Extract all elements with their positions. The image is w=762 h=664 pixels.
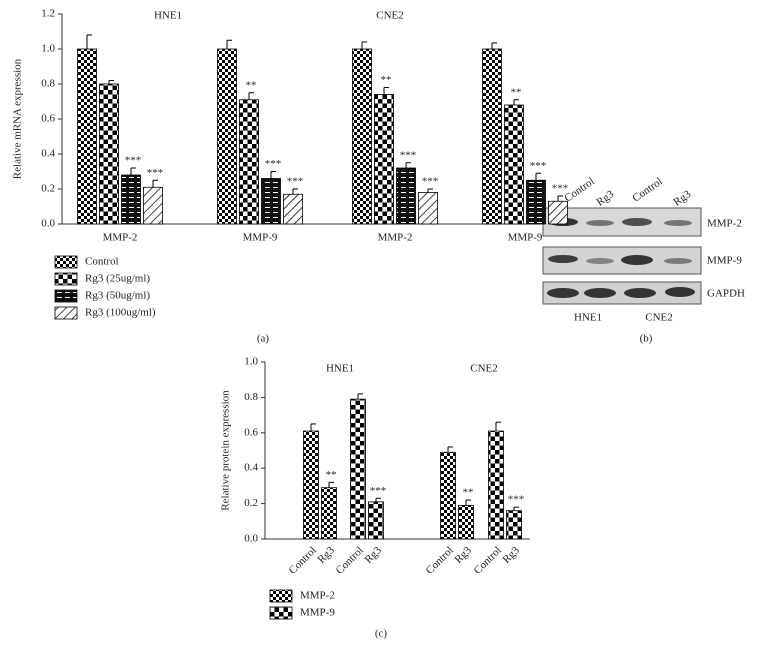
x-tick-label: Rg3 (500, 544, 522, 566)
bar (77, 48, 97, 225)
significance: ** (511, 86, 522, 98)
x-tick-label: Rg3 (452, 544, 474, 566)
bar (458, 504, 474, 540)
y-tick-label: 0.6 (41, 113, 55, 125)
lane-label: Control (630, 175, 664, 204)
lane-label: Rg3 (671, 188, 693, 209)
bar (121, 174, 141, 225)
group-label: CNE2 (470, 363, 498, 375)
y-tick-label: 0.4 (41, 148, 55, 160)
bar (440, 451, 456, 540)
significance: *** (370, 485, 387, 497)
blot-bands (547, 218, 695, 298)
lane-label: Rg3 (594, 188, 616, 209)
y-tick-label: 0.8 (244, 391, 258, 403)
x-tick-label: MMP-2 (378, 232, 413, 244)
legend-swatch (54, 255, 78, 269)
bar (261, 178, 281, 225)
blot: Control Rg3 Control Rg3 MMP-2 MMP-9 GAPD… (542, 175, 745, 345)
significance: *** (508, 494, 525, 506)
legend-swatch (54, 289, 78, 303)
panel-label: (c) (375, 628, 388, 640)
significance: *** (287, 176, 304, 188)
y-tick-label: 0.2 (41, 183, 55, 195)
bar (504, 104, 524, 225)
significance: *** (422, 176, 439, 188)
x-tick-label: Rg3 (315, 544, 337, 566)
group-label: HNE1 (574, 312, 602, 324)
bar (396, 167, 416, 225)
bar (352, 48, 372, 225)
y-tick-label: 1.0 (244, 356, 258, 368)
y-tick-label: 0.4 (244, 462, 258, 474)
legend-swatch (269, 606, 293, 620)
bar (99, 83, 119, 225)
significance: ** (326, 469, 337, 481)
group-label: CNE2 (376, 10, 404, 22)
significance: *** (125, 155, 142, 167)
group-label: CNE2 (645, 312, 673, 324)
legend-label: Rg3 (100ug/ml) (85, 307, 156, 319)
bar (283, 193, 303, 225)
bar (418, 192, 438, 225)
legend-swatch (269, 589, 293, 603)
x-tick-label: MMP-9 (243, 232, 278, 244)
x-tick-label: MMP-2 (103, 232, 138, 244)
x-tick-label: Control (424, 544, 456, 576)
significance: ** (463, 487, 474, 499)
significance: ** (246, 79, 257, 91)
y-tick-label: 0.0 (244, 533, 258, 545)
bar (374, 94, 394, 225)
blot-row (542, 281, 702, 305)
x-tick-label: Control (472, 544, 504, 576)
y-tick-label: 0.2 (244, 497, 258, 509)
bar (321, 487, 337, 540)
bar (350, 398, 366, 540)
significance: *** (265, 158, 282, 170)
x-tick-label: Control (334, 544, 366, 576)
panel-label: (b) (640, 333, 653, 345)
bar (526, 179, 546, 225)
x-tick-label: Rg3 (362, 544, 384, 566)
y-tick-label: 0.8 (41, 78, 55, 90)
bar (303, 430, 319, 540)
y-tick-label: 1.0 (41, 43, 55, 55)
y-tick-label: 1.2 (41, 8, 55, 20)
significance: *** (400, 149, 417, 161)
bar (548, 200, 568, 225)
row-label: GAPDH (707, 288, 745, 300)
bar (488, 430, 504, 540)
bar (506, 510, 522, 540)
group-label: HNE1 (326, 363, 354, 375)
significance: ** (381, 74, 392, 86)
y-tick-label: 0.6 (244, 426, 258, 438)
row-label: MMP-9 (707, 255, 742, 267)
legend-label: Rg3 (50ug/ml) (85, 290, 150, 302)
y-axis-title: Relative mRNA expression (12, 58, 24, 179)
row-label: MMP-2 (707, 218, 742, 230)
legend-label: Rg3 (25ug/ml) (85, 273, 150, 285)
y-axis-title: Relative protein expression (220, 390, 232, 511)
legend-label: MMP-9 (300, 607, 335, 619)
x-tick-label: MMP-9 (508, 232, 543, 244)
panel-label: (a) (257, 333, 270, 345)
bar (217, 48, 237, 225)
legend-label: MMP-2 (300, 590, 335, 602)
legend-swatch (54, 306, 78, 320)
x-tick-label: Control (287, 544, 319, 576)
group-label: HNE1 (154, 10, 182, 22)
legend-swatch (54, 272, 78, 286)
bar (143, 186, 163, 225)
significance: *** (530, 160, 547, 172)
bar (239, 99, 259, 225)
significance: *** (552, 183, 569, 195)
legend-label: Control (85, 256, 119, 268)
bar (368, 501, 384, 540)
bar (482, 48, 502, 225)
y-tick-label: 0.0 (41, 218, 55, 230)
significance: *** (147, 167, 164, 179)
